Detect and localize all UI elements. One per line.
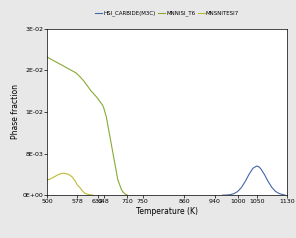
MNSNITESI7 [78,186,81,189]
MNNISI_T6 [61,64,64,67]
HSI_CARBIDE(M3C) [257,165,260,168]
MNNISI_T6 [75,72,79,75]
HSI_CARBIDE(M3C) [278,192,281,195]
Line: MNSNITESI7: MNSNITESI7 [47,173,93,195]
MNSNITESI7 [82,191,85,193]
MNSNITESI7 [74,181,78,183]
MNNISI_T6 [110,147,114,150]
MNSNITESI7 [55,174,59,177]
HSI_CARBIDE(M3C) [281,193,285,196]
MNSNITESI7 [46,178,49,181]
MNSNITESI7 [47,178,51,181]
MNSNITESI7 [91,194,95,197]
MNNISI_T6 [120,188,123,191]
MNNISI_T6 [59,63,62,66]
MNNISI_T6 [63,65,66,68]
HSI_CARBIDE(M3C) [221,194,224,197]
Y-axis label: Phase fraction: Phase fraction [11,84,20,139]
Legend: HSI_CARBIDE(M3C), MNNISI_T6, MNSNITESI7: HSI_CARBIDE(M3C), MNNISI_T6, MNSNITESI7 [94,10,240,18]
HSI_CARBIDE(M3C) [224,193,228,196]
MNNISI_T6 [68,68,72,71]
MNSNITESI7 [75,183,79,186]
Line: HSI_CARBIDE(M3C): HSI_CARBIDE(M3C) [222,166,285,195]
MNSNITESI7 [70,175,74,178]
MNNISI_T6 [46,56,49,59]
MNNISI_T6 [107,126,110,129]
HSI_CARBIDE(M3C) [226,193,230,196]
MNNISI_T6 [86,84,89,87]
MNNISI_T6 [118,183,121,186]
MNNISI_T6 [99,101,102,104]
MNSNITESI7 [65,172,68,175]
HSI_CARBIDE(M3C) [270,186,274,189]
MNNISI_T6 [78,75,81,78]
X-axis label: Temperature (K): Temperature (K) [136,207,198,216]
HSI_CARBIDE(M3C) [244,180,247,183]
MNSNITESI7 [61,172,64,175]
MNNISI_T6 [49,58,53,61]
HSI_CARBIDE(M3C) [251,167,255,170]
MNSNITESI7 [57,173,61,176]
HSI_CARBIDE(M3C) [284,194,287,197]
MNNISI_T6 [47,57,51,60]
HSI_CARBIDE(M3C) [232,192,236,195]
MNSNITESI7 [87,193,91,196]
HSI_CARBIDE(M3C) [263,173,266,176]
MNNISI_T6 [84,82,87,85]
HSI_CARBIDE(M3C) [274,190,277,193]
MNNISI_T6 [101,104,104,107]
MNNISI_T6 [95,96,99,99]
MNSNITESI7 [68,174,72,177]
MNNISI_T6 [74,71,78,74]
MNNISI_T6 [102,106,105,109]
MNSNITESI7 [49,177,53,180]
MNNISI_T6 [122,191,125,194]
MNNISI_T6 [82,79,85,82]
MNNISI_T6 [51,59,55,62]
MNNISI_T6 [89,90,93,93]
HSI_CARBIDE(M3C) [228,193,232,196]
MNNISI_T6 [80,77,83,80]
MNSNITESI7 [59,172,62,175]
MNNISI_T6 [67,67,70,70]
MNSNITESI7 [51,176,55,179]
MNNISI_T6 [93,94,97,97]
MNNISI_T6 [116,178,120,181]
MNNISI_T6 [124,193,127,196]
MNSNITESI7 [80,188,83,191]
MNSNITESI7 [67,173,70,176]
HSI_CARBIDE(M3C) [266,180,270,183]
Line: MNNISI_T6: MNNISI_T6 [47,57,127,195]
HSI_CARBIDE(M3C) [259,167,262,170]
MNSNITESI7 [53,175,57,178]
MNSNITESI7 [84,192,87,195]
MNSNITESI7 [63,172,66,175]
MNNISI_T6 [97,99,101,101]
MNNISI_T6 [87,87,91,90]
HSI_CARBIDE(M3C) [240,186,243,189]
MNSNITESI7 [72,178,76,181]
MNNISI_T6 [126,194,129,197]
MNNISI_T6 [104,116,108,119]
HSI_CARBIDE(M3C) [236,190,239,193]
MNNISI_T6 [70,69,74,72]
MNNISI_T6 [65,66,68,69]
MNNISI_T6 [57,62,61,65]
MNNISI_T6 [108,136,112,139]
HSI_CARBIDE(M3C) [255,165,258,168]
MNNISI_T6 [53,60,57,63]
HSI_CARBIDE(M3C) [247,173,251,176]
MNNISI_T6 [112,157,116,160]
MNNISI_T6 [114,168,118,171]
MNNISI_T6 [72,70,76,73]
MNNISI_T6 [91,92,95,94]
MNNISI_T6 [55,61,59,64]
